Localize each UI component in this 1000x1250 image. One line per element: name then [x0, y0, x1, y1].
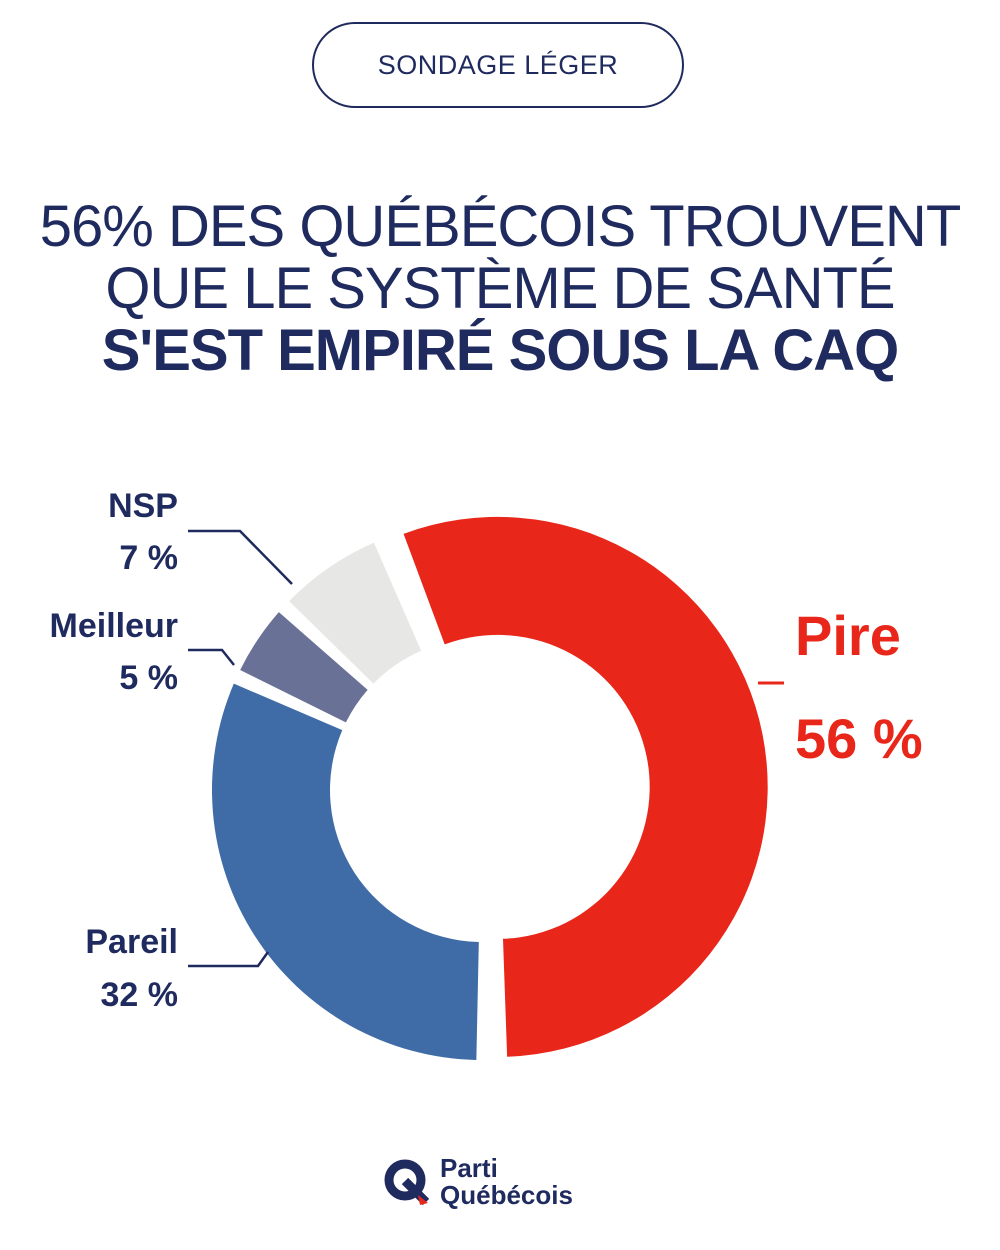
chart-labels: Pire 56 % Pareil 32 % Meilleur 5 % NSP 7 %: [50, 487, 923, 1014]
slice-label-pareil: Pareil: [85, 923, 178, 961]
logo-line-2: Québécois: [440, 1180, 573, 1210]
slice-nsp: [289, 542, 422, 684]
party-logo-icon: [384, 1159, 430, 1206]
slice-label-meilleur: Meilleur: [50, 607, 178, 645]
slice-value-pire: 56 %: [795, 707, 923, 770]
slice-value-nsp: 7 %: [119, 539, 178, 577]
leader-line-pareil: [188, 951, 270, 968]
slice-label-pire: Pire: [795, 604, 901, 667]
headline-line-2: QUE LE SYSTÈME DE SANTÉ: [105, 256, 895, 321]
leader-line-nsp: [188, 529, 293, 585]
party-logo: Parti Québécois: [380, 1155, 573, 1209]
leader-line-meilleur: [188, 648, 235, 666]
headline-line-3: S'EST EMPIRÉ SOUS LA CAQ: [101, 318, 900, 383]
slice-pareil: [211, 683, 479, 1060]
slice-value-pareil: 32 %: [101, 976, 179, 1014]
poll-source-badge: SONDAGE LÉGER: [312, 22, 684, 108]
slice-pire: [403, 516, 768, 1057]
poll-source-label: SONDAGE LÉGER: [377, 49, 619, 80]
chart-leader-lines: [188, 529, 784, 968]
slice-value-meilleur: 5 %: [119, 659, 178, 697]
slice-meilleur: [240, 612, 368, 723]
chart-slices: [211, 516, 768, 1060]
headline: 56% DES QUÉBÉCOIS TROUVENT QUE LE SYSTÈM…: [0, 196, 1000, 382]
headline-line-1: 56% DES QUÉBÉCOIS TROUVENT: [39, 194, 962, 259]
logo-line-1: Parti: [440, 1153, 498, 1183]
slice-label-nsp: NSP: [108, 487, 178, 525]
